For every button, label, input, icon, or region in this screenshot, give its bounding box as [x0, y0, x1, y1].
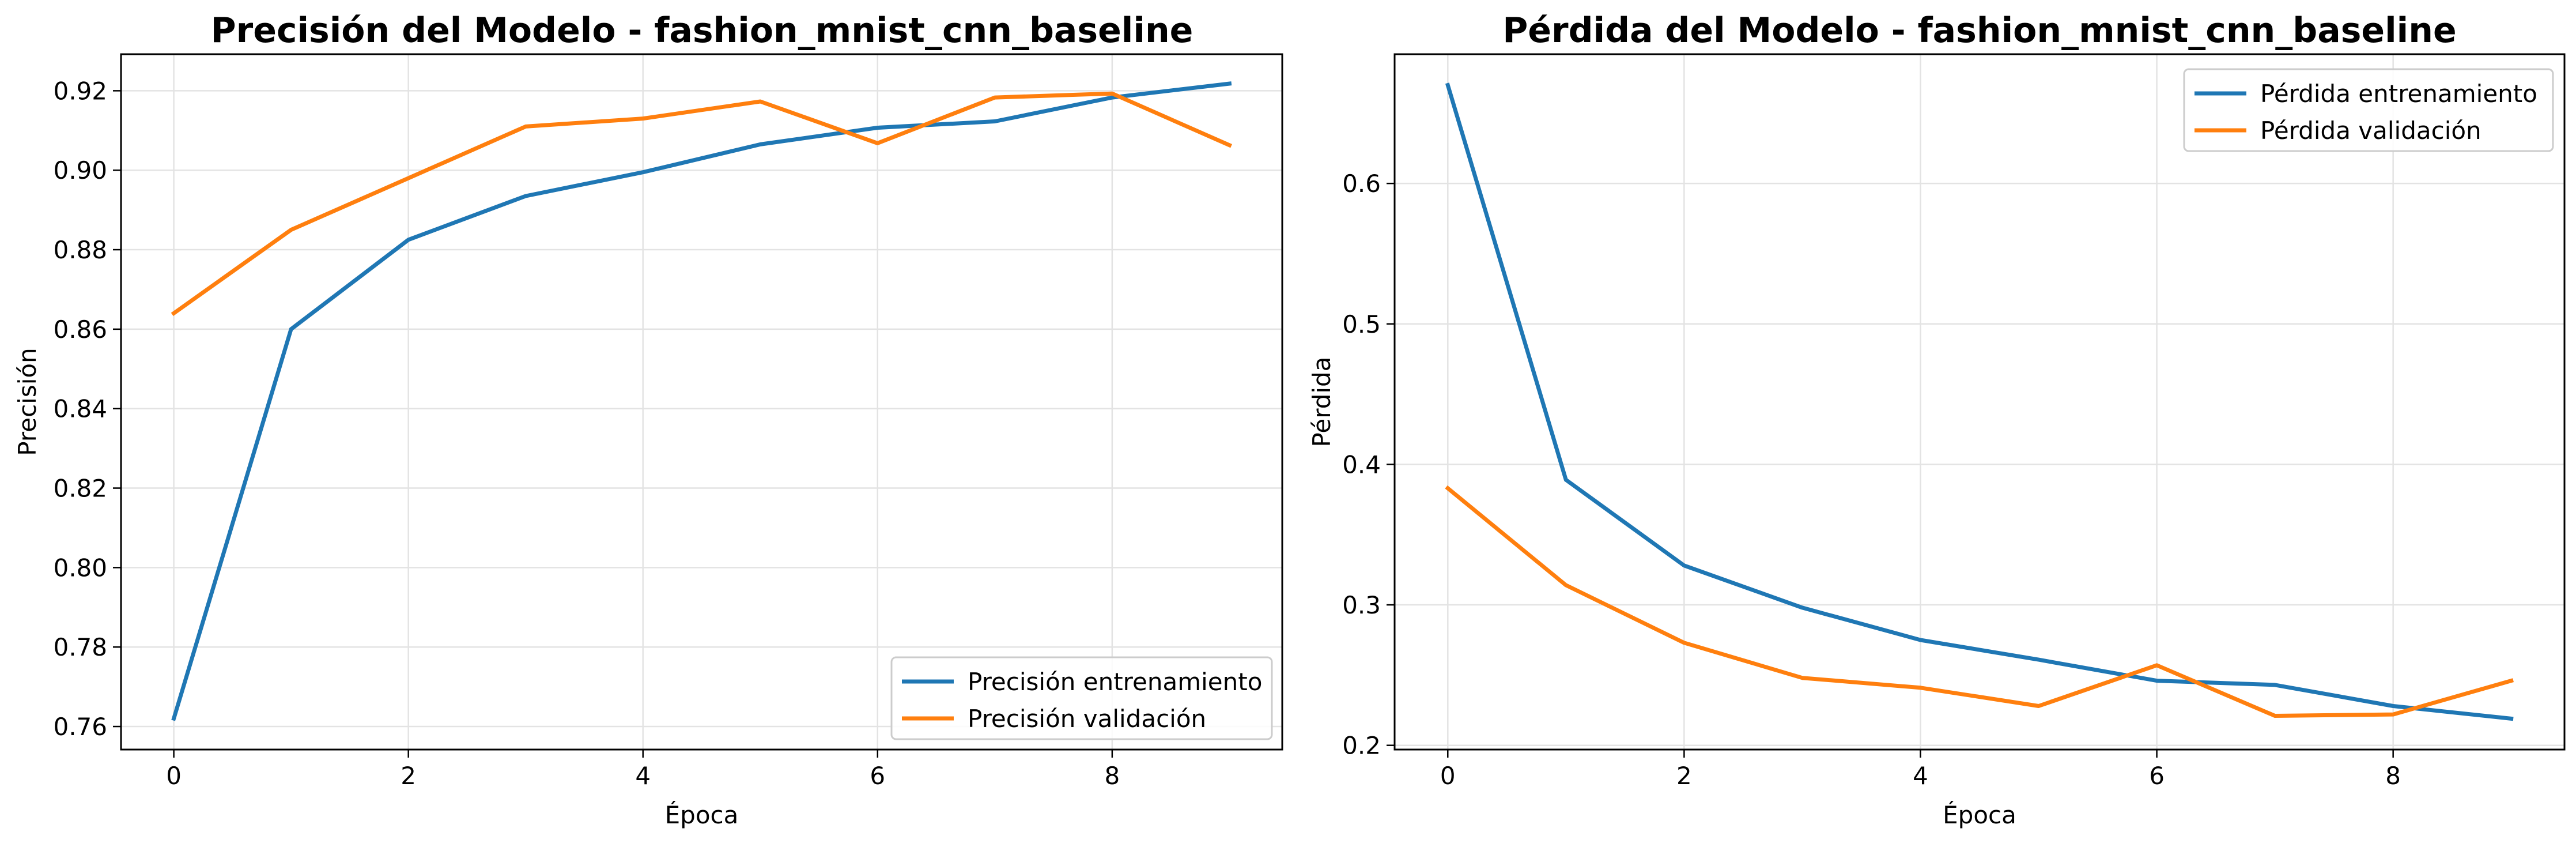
accuracy-y-tick-label: 0.90 — [53, 156, 107, 185]
loss-chart-panel: 0 2 4 6 8 0.2 0.3 0.4 0.5 0.6 Pérdida del Modelo -… — [1308, 10, 2566, 829]
accuracy-legend-label-training: Precisión entrenamiento — [968, 668, 1262, 696]
accuracy-y-tick-label: 0.92 — [53, 77, 107, 105]
loss-x-axis-label: Época — [1943, 800, 2016, 829]
accuracy-y-tick-label: 0.80 — [53, 554, 107, 582]
loss-y-tick-label: 0.6 — [1342, 170, 1381, 198]
accuracy-x-tick-label: 2 — [401, 762, 416, 790]
accuracy-legend: Precisión entrenamiento Precisión validac… — [890, 656, 1273, 740]
accuracy-series-line-validation — [171, 91, 1233, 317]
loss-y-tick-label: 0.2 — [1342, 732, 1381, 760]
loss-legend-box — [2183, 68, 2554, 152]
accuracy-y-tick-label: 0.84 — [53, 395, 107, 423]
accuracy-legend-box — [890, 656, 1273, 740]
accuracy-x-tick-label: 8 — [1105, 762, 1120, 790]
loss-legend-label-validation: Pérdida validación — [2260, 116, 2481, 145]
accuracy-x-tick-label: 4 — [635, 762, 651, 790]
accuracy-series-line-training — [171, 81, 1232, 721]
loss-x-tick-label: 8 — [2385, 762, 2401, 790]
accuracy-x-tick-label: 0 — [166, 762, 182, 790]
loss-x-tick-label: 4 — [1913, 762, 1928, 790]
accuracy-y-axis-label: Precisión — [13, 348, 41, 456]
loss-series-line-training — [1445, 82, 2514, 721]
loss-y-tick-label: 0.4 — [1342, 450, 1381, 479]
accuracy-y-tick-label: 0.88 — [53, 236, 107, 264]
loss-legend-label-training: Pérdida entrenamiento — [2260, 80, 2537, 108]
accuracy-chart-title: Precisión del Modelo - fashion_mnist_cnn… — [211, 10, 1193, 51]
accuracy-x-axis-label: Época — [665, 800, 739, 829]
accuracy-y-tick-label: 0.82 — [53, 475, 107, 503]
loss-chart-title: Pérdida del Modelo - fashion_mnist_cnn_b… — [1502, 10, 2456, 51]
loss-plot-frame — [1393, 53, 2566, 751]
loss-x-tick-label: 6 — [2149, 762, 2165, 790]
loss-y-axis-label: Pérdida — [1308, 357, 1336, 447]
loss-legend: Pérdida entrenamiento Pérdida validación — [2183, 68, 2554, 152]
accuracy-x-tick-label: 6 — [870, 762, 885, 790]
accuracy-y-tick-label: 0.86 — [53, 315, 107, 344]
accuracy-chart-panel: 0 2 4 6 8 0.76 0.78 0.80 0.82 0.84 0.86 0.88 0.90 0.9… — [13, 10, 1283, 829]
accuracy-y-tick-label: 0.78 — [53, 633, 107, 661]
accuracy-y-tick-label: 0.76 — [53, 713, 107, 741]
accuracy-plot-frame — [120, 53, 1283, 751]
loss-y-tick-label: 0.5 — [1342, 310, 1381, 338]
loss-x-tick-label: 0 — [1440, 762, 1456, 790]
loss-series-line-validation — [1445, 485, 2514, 718]
loss-x-tick-label: 2 — [1676, 762, 1692, 790]
loss-y-tick-label: 0.3 — [1342, 591, 1381, 619]
accuracy-legend-label-validation: Precisión validación — [968, 705, 1206, 733]
